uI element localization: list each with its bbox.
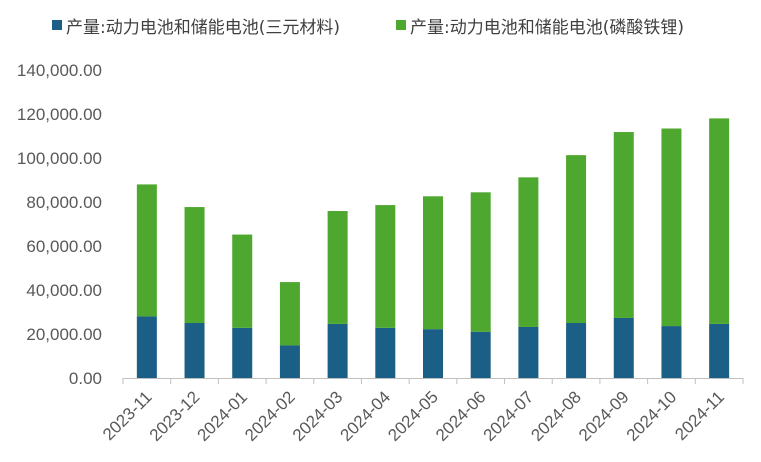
y-tick-label: 80,000.00	[26, 193, 102, 212]
x-tick-label: 2024-01	[194, 387, 252, 445]
y-tick-label: 60,000.00	[26, 237, 102, 256]
bar-lfp-2023-12	[184, 207, 205, 323]
y-tick-label: 140,000.00	[17, 61, 102, 80]
bar-lfp-2024-06	[470, 192, 491, 332]
x-axis: 2023-112023-122024-012024-022024-032024-…	[99, 378, 744, 445]
bar-ternary-2024-02	[279, 345, 300, 378]
bar-ternary-2023-11	[136, 316, 157, 378]
y-tick-label: 20,000.00	[26, 325, 102, 344]
bar-ternary-2024-04	[375, 327, 396, 378]
x-tick-label: 2023-12	[146, 387, 204, 445]
x-tick-label: 2024-09	[575, 387, 633, 445]
y-tick-label: 100,000.00	[17, 149, 102, 168]
y-tick-label: 120,000.00	[17, 105, 102, 124]
bar-lfp-2024-04	[375, 205, 396, 328]
bar-lfp-2024-03	[327, 211, 348, 324]
bar-ternary-2023-12	[184, 323, 205, 378]
bar-ternary-2024-05	[423, 329, 443, 378]
x-tick-label: 2024-05	[384, 387, 442, 445]
bar-lfp-2024-09	[613, 132, 634, 318]
legend-swatch-0	[52, 20, 62, 30]
bar-ternary-2024-06	[470, 331, 491, 378]
bars	[136, 118, 730, 378]
bar-lfp-2024-08	[566, 155, 587, 323]
bar-ternary-2024-01	[232, 327, 253, 378]
bar-lfp-2024-05	[423, 196, 443, 330]
bar-lfp-2024-11	[709, 118, 730, 324]
y-tick-label: 0.00	[69, 369, 102, 388]
bar-ternary-2024-09	[613, 317, 634, 378]
bar-ternary-2024-08	[566, 323, 587, 378]
bar-ternary-2024-03	[327, 323, 348, 378]
legend-swatch-1	[396, 20, 406, 30]
y-axis: 0.00 20,000.00 40,000.00 60,000.00 80,000.00…	[17, 61, 102, 388]
bar-lfp-2024-07	[518, 177, 539, 327]
x-tick-label: 2024-03	[289, 387, 347, 445]
x-tick-label: 2024-10	[623, 387, 681, 445]
bar-lfp-2023-11	[136, 184, 157, 317]
x-tick-label: 2024-08	[527, 387, 585, 445]
x-tick-label: 2024-06	[432, 387, 490, 445]
x-tick-label: 2024-11	[671, 387, 728, 444]
legend: 产量:动力电池和储能电池(三元材料) 产量:动力电池和储能电池(磷酸铁锂)	[52, 18, 684, 38]
bar-lfp-2024-10	[661, 128, 682, 327]
y-tick-label: 40,000.00	[26, 281, 102, 300]
x-tick-label: 2024-07	[480, 387, 538, 445]
bar-lfp-2024-01	[232, 234, 253, 328]
x-tick-label: 2024-02	[241, 387, 299, 445]
bar-ternary-2024-07	[518, 326, 539, 378]
bar-ternary-2024-10	[661, 326, 682, 378]
x-tick-label: 2023-11	[99, 387, 156, 444]
bar-ternary-2024-11	[709, 323, 730, 378]
legend-label-1: 产量:动力电池和储能电池(磷酸铁锂)	[410, 18, 684, 38]
x-tick-label: 2024-04	[337, 387, 395, 445]
legend-label-0: 产量:动力电池和储能电池(三元材料)	[66, 18, 340, 38]
bar-lfp-2024-02	[279, 282, 300, 346]
